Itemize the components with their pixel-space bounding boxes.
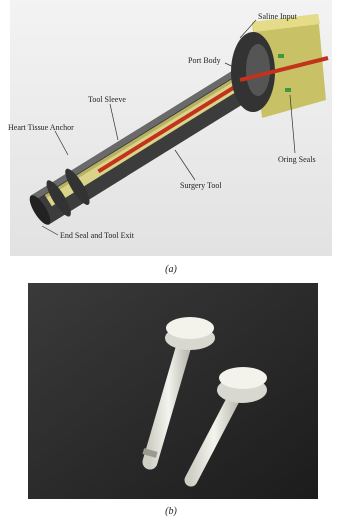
label: Oring Seals bbox=[278, 155, 316, 164]
port-body-face bbox=[246, 44, 270, 96]
sleeve-highlight bbox=[31, 66, 243, 201]
oring-seal bbox=[278, 54, 284, 58]
part-stem bbox=[142, 327, 195, 470]
leader-line bbox=[174, 149, 196, 181]
port-block-top bbox=[252, 14, 320, 32]
label: Tool Sleeve bbox=[88, 95, 126, 104]
part-tip bbox=[142, 448, 158, 458]
leader-line bbox=[239, 19, 257, 39]
label: End Seal and Tool Exit bbox=[60, 231, 135, 240]
label: Port Body bbox=[188, 56, 221, 65]
sleeve-cutaway-edge bbox=[44, 72, 245, 198]
part-cap bbox=[219, 367, 267, 389]
end-seal bbox=[29, 195, 51, 225]
anchor-ridge bbox=[65, 168, 90, 205]
leader-line bbox=[109, 103, 119, 141]
leader-line bbox=[289, 94, 296, 154]
device-rendering bbox=[29, 40, 308, 225]
label: Saline Input bbox=[258, 12, 298, 21]
panel-a: Saline Input Port Body Tool Sleeve Heart… bbox=[8, 0, 332, 275]
leader-line bbox=[224, 62, 241, 71]
surgery-tool-end bbox=[239, 56, 329, 82]
label: Surgery Tool bbox=[180, 181, 222, 190]
label: Heart Tissue Anchor bbox=[8, 123, 74, 132]
leader-line bbox=[54, 130, 69, 156]
anchor-ridge bbox=[46, 180, 71, 217]
caption: (a) bbox=[165, 264, 177, 275]
leader-line bbox=[41, 225, 59, 236]
oring-seal bbox=[285, 88, 291, 92]
panel-b: (b) bbox=[28, 283, 318, 517]
part-stem bbox=[184, 385, 244, 487]
caption: (b) bbox=[165, 506, 177, 517]
part-cap bbox=[166, 317, 214, 339]
